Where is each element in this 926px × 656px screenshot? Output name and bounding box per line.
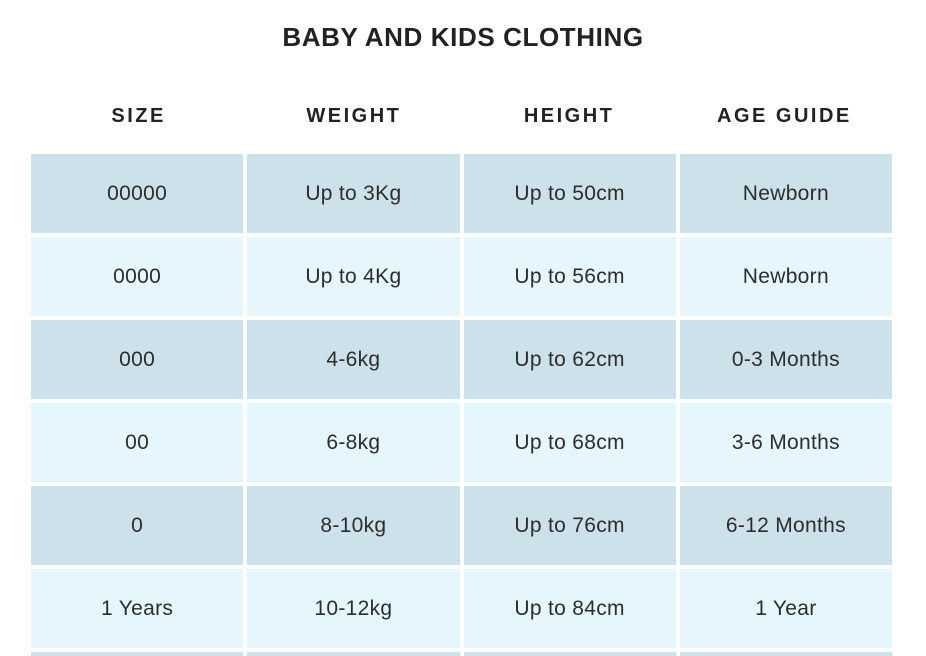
table-cell: 00 xyxy=(31,403,244,482)
column-header-age-guide: AGE GUIDE xyxy=(717,104,852,127)
table-cell: Up to 4Kg xyxy=(247,237,460,316)
table-cell: 10-12kg xyxy=(247,569,460,648)
table-cell: Up to 62cm xyxy=(463,320,676,399)
table-cell xyxy=(31,652,244,656)
column-header-size: SIZE xyxy=(111,104,166,127)
table-cell: 0000 xyxy=(31,237,244,316)
table-cell: 8-10kg xyxy=(247,486,460,565)
table-cell: Up to 84cm xyxy=(463,569,676,648)
table-cell: 0 xyxy=(31,486,244,565)
table-cell: Up to 3Kg xyxy=(247,154,460,233)
page-title: BABY AND KIDS CLOTHING xyxy=(282,22,644,52)
table-body: 00000 Up to 3Kg Up to 50cm Newborn 0000 … xyxy=(31,154,892,656)
table-cell: 0-3 Months xyxy=(679,320,892,399)
table-cell xyxy=(463,652,676,656)
table-cell: 1 Year xyxy=(679,569,892,648)
table-cell: Up to 68cm xyxy=(463,403,676,482)
size-chart-table: SIZE WEIGHT HEIGHT AGE GUIDE 00000 Up to… xyxy=(31,100,892,656)
table-cell: Up to 76cm xyxy=(463,486,676,565)
table-cell: 00000 xyxy=(31,154,244,233)
table-cell: Up to 56cm xyxy=(463,237,676,316)
table-cell: 000 xyxy=(31,320,244,399)
table-cell: Up to 50cm xyxy=(463,154,676,233)
table-cell: 1 Years xyxy=(31,569,244,648)
table-cell xyxy=(679,652,892,656)
column-header-weight: WEIGHT xyxy=(306,104,402,127)
table-cell: 6-8kg xyxy=(247,403,460,482)
column-header-height: HEIGHT xyxy=(523,104,615,127)
table-header-row: SIZE WEIGHT HEIGHT AGE GUIDE xyxy=(31,100,892,132)
table-cell: 6-12 Months xyxy=(679,486,892,565)
table-cell xyxy=(247,652,460,656)
table-cell: 3-6 Months xyxy=(679,403,892,482)
table-cell: 4-6kg xyxy=(247,320,460,399)
table-cell: Newborn xyxy=(679,154,892,233)
table-cell: Newborn xyxy=(679,237,892,316)
